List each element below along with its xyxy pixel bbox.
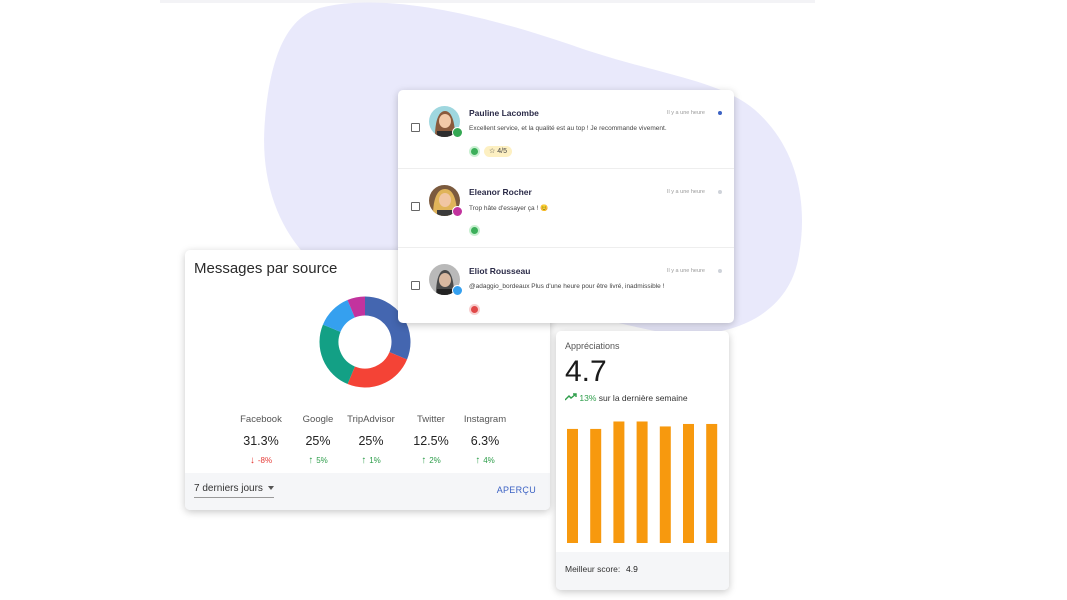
source-donut-chart [319, 296, 411, 388]
stat-change-value: -8% [257, 456, 273, 465]
review-item[interactable]: Pauline Lacombe Il y a une heure Excelle… [398, 90, 734, 169]
stat-source-share: 25% [358, 434, 384, 448]
stat-tripadvisor: TripAdvisor 25% ↑ 1% [341, 414, 401, 466]
donut-slice-facebook [364, 296, 411, 360]
review-item[interactable]: Eliot Rousseau Il y a une heure @adaggio… [398, 248, 734, 323]
tripadvisor-icon [452, 127, 463, 138]
stat-source-name: TripAdvisor [347, 414, 395, 425]
stat-source-share: 6.3% [470, 434, 500, 448]
review-item[interactable]: Eleanor Rocher Il y a une heure Trop hât… [398, 169, 734, 248]
apercu-button[interactable]: APERÇU [496, 485, 536, 495]
rating-value: 4/5 [497, 148, 507, 155]
stat-google: Google 25% ↑ 5% [288, 414, 348, 466]
appreciations-trend: 13% sur la dernière semaine [564, 393, 688, 403]
review-checkbox[interactable] [411, 123, 420, 132]
review-checkbox[interactable] [411, 281, 420, 290]
stat-source-share: 12.5% [413, 434, 449, 448]
instagram-icon [452, 206, 463, 217]
arrow-up-icon: ↑ [308, 455, 314, 466]
donut-slice-instagram [347, 296, 366, 318]
arrow-down-icon: ↓ [249, 455, 255, 466]
review-time: Il y a une heure [667, 110, 705, 116]
trend-percent: 13% [579, 393, 597, 403]
review-time: Il y a une heure [667, 268, 705, 274]
stat-source-name: Facebook [240, 414, 282, 425]
appreciations-score: 4.7 [565, 355, 607, 388]
period-select-label: 7 derniers jours [194, 483, 263, 494]
twitter-icon [452, 285, 463, 296]
rating-badge: ☆ 4/5 [484, 146, 512, 157]
review-time: Il y a une heure [667, 189, 705, 195]
negative-sentiment-icon [469, 304, 480, 315]
review-checkbox[interactable] [411, 202, 420, 211]
arrow-up-icon: ↑ [361, 455, 367, 466]
trending-up-icon [564, 393, 577, 401]
stat-source-share: 31.3% [243, 434, 279, 448]
stat-source-name: Google [302, 414, 334, 425]
appreciations-footer: Meilleur score: 4.9 [556, 552, 729, 590]
best-score-value: 4.9 [626, 564, 638, 574]
review-text: @adaggio_bordeaux Plus d'une heure pour … [469, 283, 665, 290]
appreciations-card: Appréciations 4.7 13% sur la dernière se… [556, 331, 729, 590]
positive-sentiment-icon [469, 146, 480, 157]
arrow-up-icon: ↑ [421, 455, 427, 466]
best-score-label: Meilleur score: [565, 564, 621, 574]
donut-slice-google [347, 351, 408, 388]
appreciations-title: Appréciations [565, 341, 620, 351]
reviews-card: Pauline Lacombe Il y a une heure Excelle… [398, 90, 734, 323]
stat-facebook: Facebook 31.3% ↓ -8% [231, 414, 291, 466]
stat-source-change: ↓ -8% [231, 455, 291, 466]
stat-source-name: Twitter [417, 414, 445, 425]
score-bar [613, 421, 625, 543]
top-divider [160, 0, 815, 3]
score-bar [590, 428, 602, 543]
stat-source-name: Instagram [463, 414, 507, 425]
star-icon: ☆ [489, 148, 496, 155]
review-text: Trop hâte d'essayer ça ! 😊 [469, 205, 549, 212]
review-text: Excellent service, et la qualité est au … [469, 125, 667, 132]
score-bar [567, 428, 578, 543]
score-bar [659, 426, 671, 543]
donut-slice-tripadvisor [319, 324, 356, 385]
reviewer-name: Eliot Rousseau [469, 266, 531, 276]
stat-source-change: ↑ 4% [455, 455, 515, 466]
read-indicator [718, 190, 722, 194]
stat-change-value: 2% [429, 456, 441, 465]
stat-change-value: 5% [316, 456, 328, 465]
stat-source-share: 25% [305, 434, 331, 448]
stat-source-change: ↑ 1% [341, 455, 401, 466]
positive-sentiment-icon [469, 225, 480, 236]
stat-twitter: Twitter 12.5% ↑ 2% [401, 414, 461, 466]
reviewer-name: Pauline Lacombe [469, 108, 539, 118]
donut-slice-twitter [322, 300, 356, 333]
caret-down-icon [268, 486, 274, 490]
score-bar [706, 423, 718, 543]
stat-change-value: 1% [369, 456, 381, 465]
stat-source-change: ↑ 5% [288, 455, 348, 466]
read-indicator [718, 269, 722, 273]
stat-source-change: ↑ 2% [401, 455, 461, 466]
period-select[interactable]: 7 derniers jours [194, 483, 274, 498]
score-bar [683, 423, 694, 543]
unread-indicator [718, 111, 722, 115]
stat-instagram: Instagram 6.3% ↑ 4% [455, 414, 515, 466]
score-bar [636, 421, 648, 543]
trend-label: sur la dernière semaine [598, 393, 688, 403]
stat-change-value: 4% [483, 456, 495, 465]
messages-card-title: Messages par source [194, 260, 338, 277]
messages-card-footer: 7 derniers jours APERÇU [185, 473, 550, 510]
score-bar-chart [567, 421, 718, 543]
arrow-up-icon: ↑ [475, 455, 481, 466]
reviewer-name: Eleanor Rocher [469, 187, 532, 197]
